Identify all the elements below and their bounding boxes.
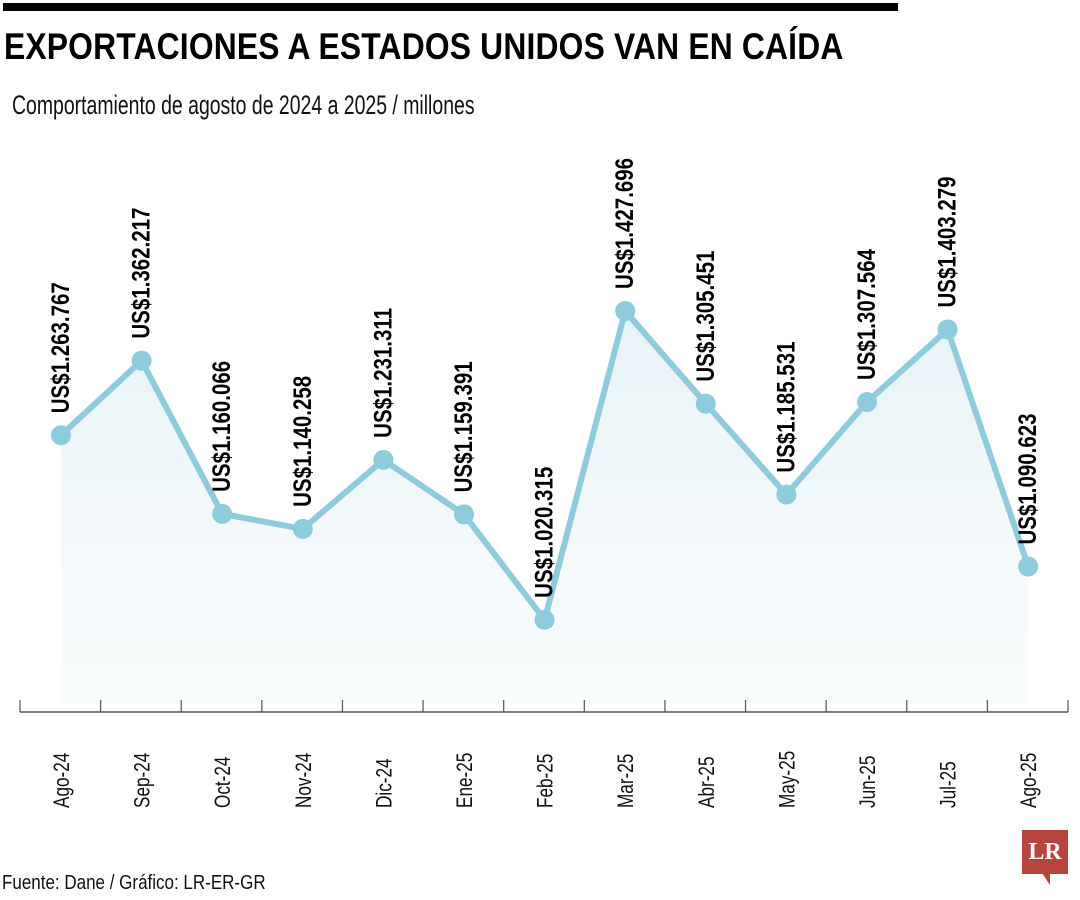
- data-label: US$1.403.279: [933, 176, 961, 307]
- data-label: US$1.307.564: [852, 249, 880, 380]
- data-point: [212, 503, 233, 524]
- x-tick-label: May-25: [775, 751, 800, 808]
- data-point: [373, 449, 394, 470]
- data-label: US$1.185.531: [771, 341, 799, 472]
- x-tick-label: Jun-25: [856, 756, 881, 808]
- data-label: US$1.159.391: [449, 361, 477, 492]
- x-tick-label: Ago-24: [50, 753, 75, 808]
- x-tick-label: Jul-25: [937, 761, 962, 808]
- data-label: US$1.090.623: [1013, 413, 1041, 544]
- data-point: [292, 518, 313, 539]
- data-point: [615, 300, 636, 321]
- x-tick-label: Abr-25: [695, 756, 720, 808]
- source-note: Fuente: Dane / Gráfico: LR-ER-GR: [2, 872, 266, 894]
- data-point: [857, 392, 877, 413]
- data-label: US$1.263.767: [46, 282, 74, 413]
- data-label: US$1.427.696: [610, 158, 638, 289]
- x-tick-label: Ene-25: [453, 753, 478, 808]
- data-label: US$1.362.217: [127, 208, 155, 339]
- data-point: [695, 393, 716, 414]
- x-tick-label: Sep-24: [131, 753, 156, 808]
- data-label: US$1.231.311: [368, 308, 396, 438]
- area-fill: [61, 310, 1029, 704]
- data-label: US$1.020.315: [530, 466, 558, 597]
- data-point: [776, 484, 797, 505]
- data-point: [534, 609, 555, 630]
- data-point: [1018, 556, 1039, 577]
- line-chart: US$1.263.767 Ago-24 US$1.362.217 Sep-24 US$1…: [19, 158, 1069, 808]
- data-label: US$1.140.258: [288, 376, 316, 507]
- top-rule: [3, 3, 898, 11]
- lr-logo: LR: [1022, 830, 1068, 885]
- data-label: US$1.160.066: [207, 361, 235, 492]
- data-point: [131, 350, 152, 371]
- x-tick-label: Dic-24: [372, 758, 397, 808]
- x-tick-label: Feb-25: [534, 754, 559, 808]
- x-tick-label: Mar-25: [614, 754, 639, 808]
- data-point: [51, 425, 71, 446]
- x-tick-label: Oct-24: [211, 757, 236, 808]
- data-label: US$1.305.451: [691, 250, 719, 381]
- chart-title: EXPORTACIONES A ESTADOS UNIDOS VAN EN CA…: [4, 26, 844, 67]
- data-point: [937, 319, 958, 340]
- chart-subtitle: Comportamiento de agosto de 2024 a 2025 …: [12, 90, 475, 120]
- x-tick-label: Ago-25: [1017, 753, 1042, 808]
- x-tick-label: Nov-24: [292, 753, 317, 808]
- data-point: [454, 504, 474, 525]
